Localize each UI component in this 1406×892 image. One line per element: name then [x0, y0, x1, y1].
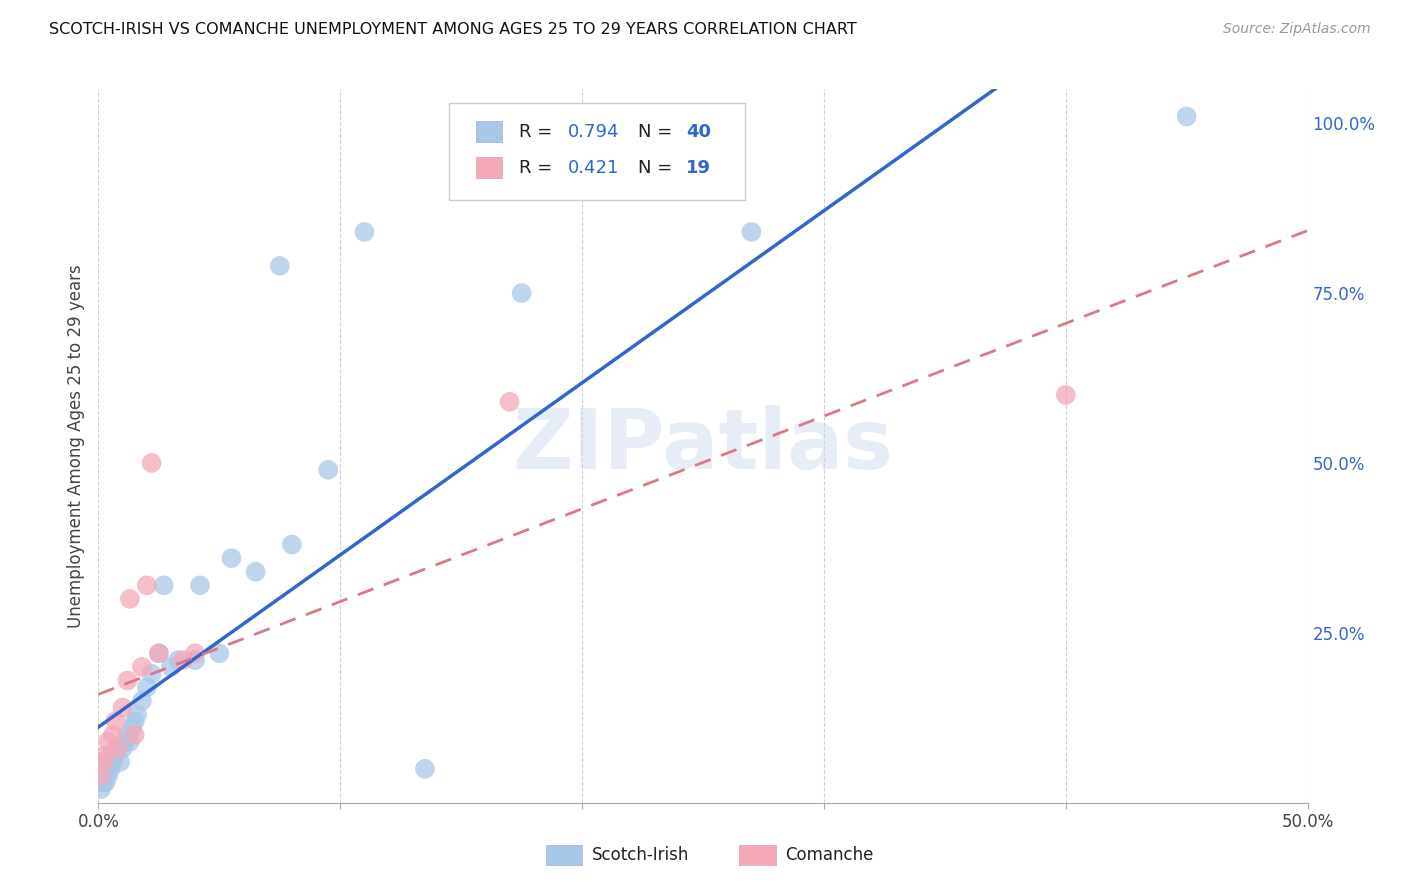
Point — [94, 748, 117, 763]
FancyBboxPatch shape — [475, 121, 502, 142]
Text: Scotch-Irish: Scotch-Irish — [592, 846, 689, 863]
Point — [90, 769, 112, 783]
Point — [172, 653, 194, 667]
Point — [135, 680, 157, 694]
Point — [131, 660, 153, 674]
Point — [127, 707, 149, 722]
Point — [100, 748, 122, 763]
Point — [148, 646, 170, 660]
Point — [94, 775, 117, 789]
Point — [316, 463, 339, 477]
FancyBboxPatch shape — [546, 845, 582, 865]
Point — [91, 775, 114, 789]
Point — [141, 666, 163, 681]
Point — [281, 537, 304, 551]
Text: 40: 40 — [686, 123, 711, 141]
Point — [413, 762, 436, 776]
Point — [510, 286, 533, 301]
Point — [184, 646, 207, 660]
Point — [117, 728, 139, 742]
Point — [118, 591, 141, 606]
Point — [104, 714, 127, 729]
Point — [101, 755, 124, 769]
Text: 0.794: 0.794 — [568, 123, 619, 141]
Point — [91, 769, 114, 783]
Point — [1054, 388, 1077, 402]
Text: N =: N = — [638, 123, 678, 141]
Point — [498, 394, 520, 409]
Text: ZIPatlas: ZIPatlas — [513, 406, 893, 486]
Point — [97, 755, 120, 769]
Text: R =: R = — [519, 160, 558, 178]
Point — [100, 762, 122, 776]
Point — [221, 551, 243, 566]
Point — [91, 755, 114, 769]
Y-axis label: Unemployment Among Ages 25 to 29 years: Unemployment Among Ages 25 to 29 years — [66, 264, 84, 628]
Point — [97, 734, 120, 748]
Point — [97, 769, 120, 783]
Point — [269, 259, 291, 273]
Point — [245, 565, 267, 579]
Point — [107, 741, 129, 756]
Point — [104, 748, 127, 763]
Text: 0.421: 0.421 — [568, 160, 619, 178]
Point — [184, 653, 207, 667]
Point — [124, 728, 146, 742]
Text: SCOTCH-IRISH VS COMANCHE UNEMPLOYMENT AMONG AGES 25 TO 29 YEARS CORRELATION CHAR: SCOTCH-IRISH VS COMANCHE UNEMPLOYMENT AM… — [49, 22, 858, 37]
Point — [111, 741, 134, 756]
Point — [141, 456, 163, 470]
Point — [124, 714, 146, 729]
Point — [107, 741, 129, 756]
Point — [117, 673, 139, 688]
Point — [131, 694, 153, 708]
Point — [118, 734, 141, 748]
Point — [353, 225, 375, 239]
Point — [152, 578, 174, 592]
Text: N =: N = — [638, 160, 678, 178]
FancyBboxPatch shape — [449, 103, 745, 200]
Point — [148, 646, 170, 660]
Text: 19: 19 — [686, 160, 711, 178]
FancyBboxPatch shape — [475, 158, 502, 178]
Point — [740, 225, 762, 239]
Point — [94, 762, 117, 776]
Point — [1175, 109, 1198, 123]
Text: Comanche: Comanche — [785, 846, 873, 863]
Point — [188, 578, 211, 592]
Point — [114, 734, 136, 748]
Point — [101, 728, 124, 742]
Point — [167, 653, 190, 667]
Text: Source: ZipAtlas.com: Source: ZipAtlas.com — [1223, 22, 1371, 37]
Point — [135, 578, 157, 592]
Point — [108, 755, 131, 769]
Point — [121, 721, 143, 735]
Text: R =: R = — [519, 123, 558, 141]
FancyBboxPatch shape — [740, 845, 776, 865]
Point — [160, 660, 183, 674]
Point — [208, 646, 231, 660]
Point — [90, 782, 112, 797]
Point — [111, 700, 134, 714]
